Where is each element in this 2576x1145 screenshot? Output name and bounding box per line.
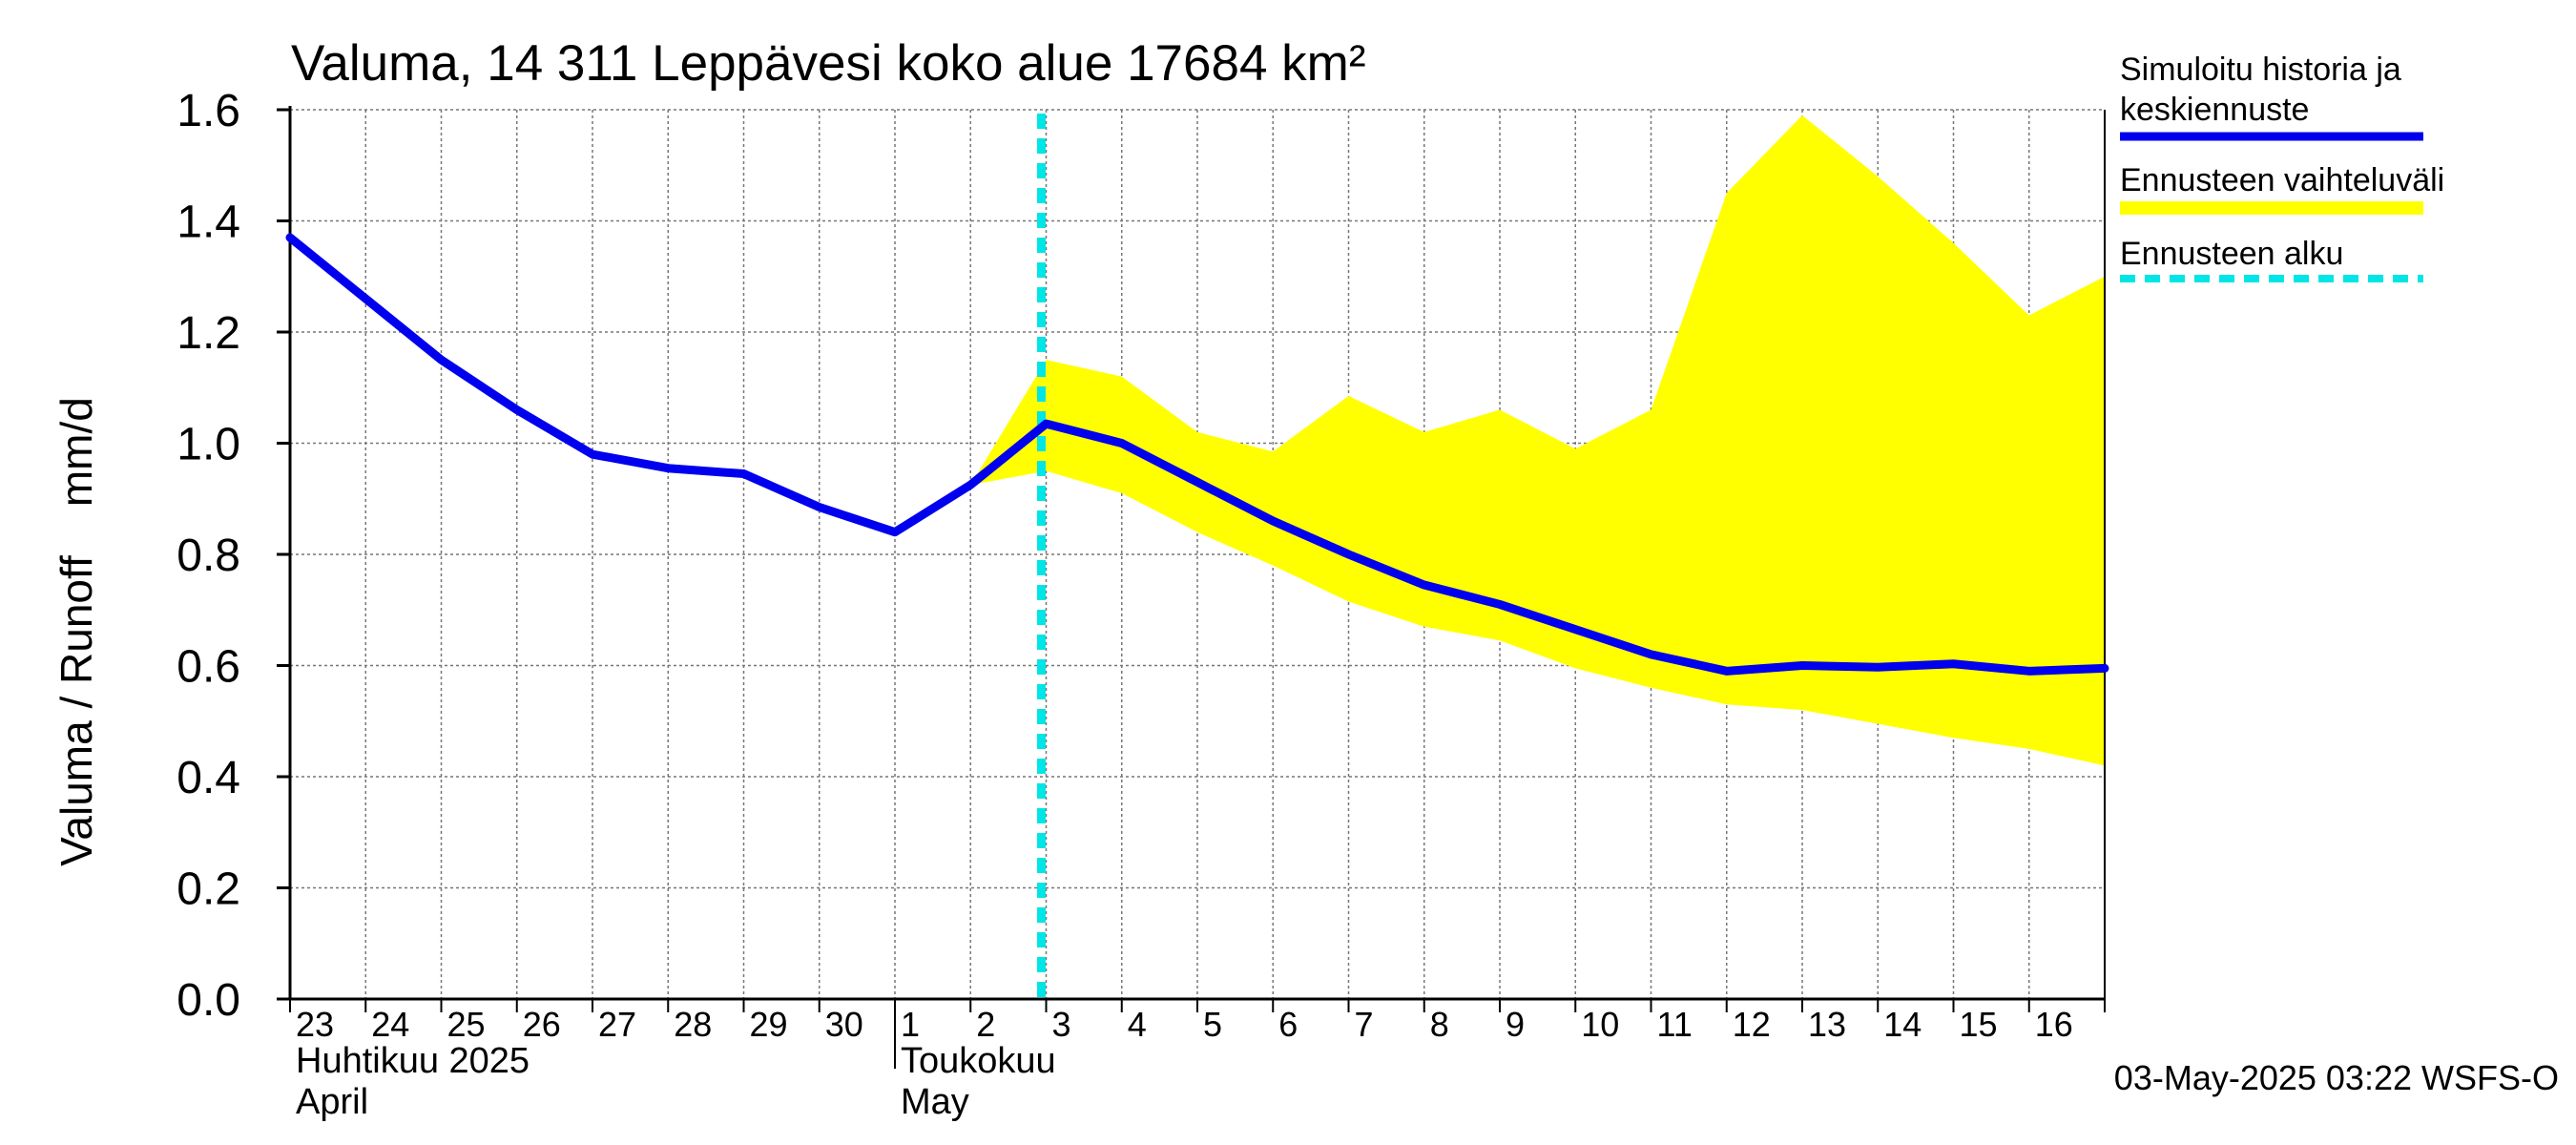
legend-label-range: Ennusteen vaihteluväli	[2120, 162, 2444, 198]
axes	[277, 106, 2106, 1069]
y-axis-label: Valuma / Runoff mm/d	[52, 397, 101, 866]
x-tick-label: 25	[447, 1005, 486, 1044]
x-tick-label: 30	[825, 1005, 863, 1044]
legend-swatch-range	[2120, 201, 2423, 215]
x-tick-label: 9	[1506, 1005, 1525, 1044]
y-tick-label: 0.2	[177, 864, 240, 915]
x-tick-label: 12	[1733, 1005, 1771, 1044]
x-tick-label: 10	[1581, 1005, 1619, 1044]
y-tick-label: 1.2	[177, 308, 240, 359]
x-tick-label: 15	[1960, 1005, 1998, 1044]
y-tick-label: 1.4	[177, 198, 240, 248]
x-tick-label: 26	[523, 1005, 561, 1044]
y-tick-label: 0.6	[177, 642, 240, 693]
x-tick-label: 4	[1128, 1005, 1147, 1044]
x-tick-label: 16	[2035, 1005, 2073, 1044]
x-tick-label: 2	[976, 1005, 995, 1044]
x-tick-label: 1	[901, 1005, 920, 1044]
forecast-band-layer	[970, 114, 2105, 766]
month-label-english: May	[901, 1082, 969, 1122]
y-tick-label: 1.0	[177, 420, 240, 470]
x-tick-label: 11	[1657, 1005, 1693, 1044]
forecast-range-band	[970, 114, 2105, 766]
x-tick-label: 13	[1808, 1005, 1846, 1044]
legend-label-simulated-2: keskiennuste	[2120, 92, 2309, 128]
x-tick-label: 29	[750, 1005, 788, 1044]
x-tick-label: 5	[1203, 1005, 1222, 1044]
month-label: Huhtikuu 2025	[296, 1041, 530, 1081]
x-tick-label: 14	[1883, 1005, 1922, 1044]
simulated-runoff-line	[285, 233, 2109, 676]
legend: Simuloitu historia ja keskiennuste Ennuste…	[2120, 52, 2444, 282]
y-tick-label: 0.0	[177, 975, 240, 1026]
x-tick-label: 28	[674, 1005, 712, 1044]
month-label-english: April	[296, 1082, 368, 1122]
x-tick-label: 7	[1355, 1005, 1374, 1044]
x-tick-label: 24	[371, 1005, 409, 1044]
x-tick-label: 3	[1052, 1005, 1071, 1044]
footer-timestamp: 03-May-2025 03:22 WSFS-O	[2114, 1058, 2559, 1097]
x-tick-label: 23	[296, 1005, 334, 1044]
chart-title: Valuma, 14 311 Leppävesi koko alue 17684…	[291, 35, 1365, 92]
legend-label-simulated: Simuloitu historia ja	[2120, 52, 2401, 88]
y-tick-label: 0.8	[177, 531, 240, 581]
y-tick-label: 0.4	[177, 753, 240, 803]
tick-labels: 0.00.20.40.60.81.01.21.41.623 24 25 26 27 28 2…	[177, 86, 2073, 1122]
text-layer: Valuma, 14 311 Leppävesi koko alue 17684…	[52, 35, 2559, 1097]
x-tick-label: 27	[598, 1005, 636, 1044]
x-tick-label: 8	[1430, 1005, 1449, 1044]
legend-label-forecast-start: Ennusteen alku	[2120, 236, 2343, 272]
y-tick-label: 1.6	[177, 86, 240, 136]
month-label: Toukokuu	[901, 1041, 1056, 1081]
series-layer	[285, 233, 2109, 676]
x-tick-label: 6	[1278, 1005, 1298, 1044]
